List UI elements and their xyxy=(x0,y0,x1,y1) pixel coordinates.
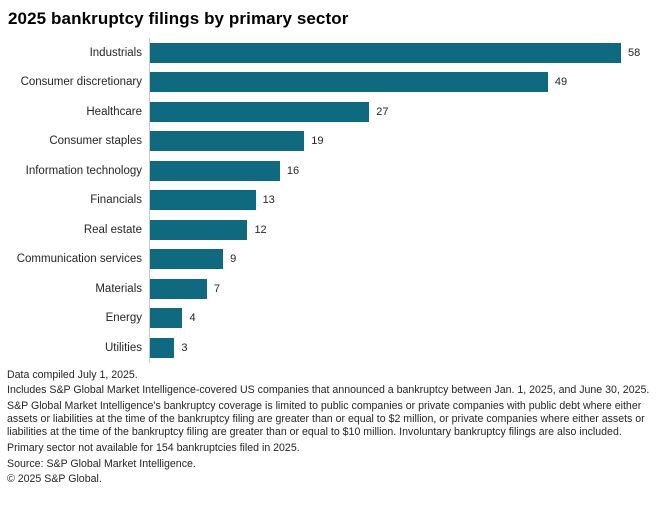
value-label: 4 xyxy=(189,312,196,325)
value-label: 13 xyxy=(262,194,275,207)
chart-row: Consumer staples 19 xyxy=(0,126,660,156)
value-label: 58 xyxy=(628,46,641,59)
footnote-includes: Includes S&P Global Market Intelligence-… xyxy=(7,384,650,397)
bar-area: 13 xyxy=(149,185,660,215)
bar xyxy=(150,101,370,122)
bar xyxy=(150,337,175,358)
bar-area: 12 xyxy=(149,215,660,245)
category-label: Industrials xyxy=(89,46,142,59)
value-label: 27 xyxy=(376,105,389,118)
category-label: Consumer discretionary xyxy=(20,76,142,89)
footnote-primary-sector: Primary sector not available for 154 ban… xyxy=(7,442,300,455)
chart-row: Financials 13 xyxy=(0,185,660,215)
chart-row: Consumer discretionary 49 xyxy=(0,67,660,97)
bar xyxy=(150,42,621,63)
category-label: Real estate xyxy=(83,223,142,236)
value-label: 12 xyxy=(254,223,267,236)
value-label: 7 xyxy=(213,282,220,295)
bar xyxy=(150,72,548,93)
chart-row: Industrials 58 xyxy=(0,38,660,68)
footnotes: Data compiled July 1, 2025. Includes S&P… xyxy=(0,363,660,487)
bar xyxy=(150,131,305,152)
footnote-source: Source: S&P Global Market Intelligence. xyxy=(7,457,196,470)
category-label: Financials xyxy=(90,194,142,207)
category-label: Materials xyxy=(95,282,142,295)
bar-area: 49 xyxy=(149,67,660,97)
bar xyxy=(150,219,248,240)
value-label: 9 xyxy=(230,253,237,266)
bar xyxy=(150,278,207,299)
footnote-data-compiled: Data compiled July 1, 2025. xyxy=(7,368,138,381)
bar-chart: Industrials 58 Consumer discretionary 49 Hea… xyxy=(0,38,660,363)
chart-row: Healthcare 27 xyxy=(0,97,660,127)
value-label: 49 xyxy=(554,76,568,89)
bar-area: 4 xyxy=(149,303,660,333)
chart-row: Utilities 3 xyxy=(0,333,660,363)
bar-area: 7 xyxy=(149,274,660,304)
bar-area: 27 xyxy=(149,97,660,127)
chart-row: Communication services 9 xyxy=(0,244,660,274)
bar-area: 19 xyxy=(149,126,660,156)
value-label: 16 xyxy=(286,164,300,177)
category-label: Information technology xyxy=(25,164,142,177)
chart-title: 2025 bankruptcy filings by primary secto… xyxy=(8,9,349,28)
bar xyxy=(150,249,224,270)
bar xyxy=(150,190,256,211)
bar-area: 58 xyxy=(149,38,660,68)
bar-area: 3 xyxy=(149,333,660,363)
value-label: 3 xyxy=(181,341,188,354)
value-label: 19 xyxy=(311,135,324,148)
bar xyxy=(150,160,280,181)
chart-row: Energy 4 xyxy=(0,303,660,333)
footnote-coverage: S&P Global Market Intelligence's bankrup… xyxy=(7,399,645,439)
category-label: Utilities xyxy=(104,341,142,354)
chart-row: Information technology 16 xyxy=(0,156,660,186)
bar-area: 16 xyxy=(149,156,660,186)
footnote-copyright: © 2025 S&P Global. xyxy=(7,473,102,486)
bar-area: 9 xyxy=(149,244,660,274)
chart-row: Materials 7 xyxy=(0,274,660,304)
category-label: Communication services xyxy=(16,253,142,266)
bar xyxy=(150,308,183,329)
category-label: Consumer staples xyxy=(49,135,142,148)
category-label: Healthcare xyxy=(86,105,142,118)
category-label: Energy xyxy=(105,312,142,325)
chart-row: Real estate 12 xyxy=(0,215,660,245)
